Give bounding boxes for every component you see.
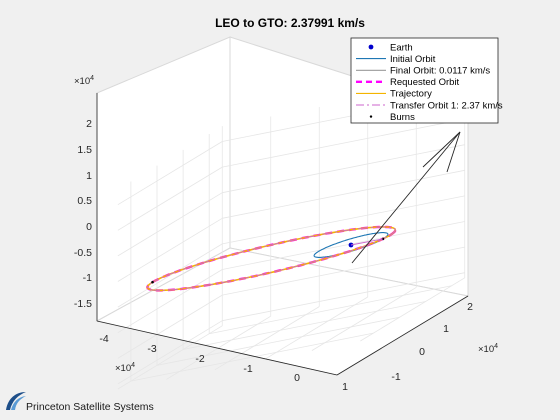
legend-label: Trajectory [390, 89, 432, 100]
x-exponent-label: ×104 [115, 362, 135, 374]
grid-line [117, 192, 223, 257]
grid-line [222, 169, 465, 219]
grid-line [156, 316, 400, 366]
legend-item: Initial Orbit [356, 54, 436, 65]
y-axis-line [336, 295, 469, 376]
company-logo-icon [6, 392, 26, 410]
company-branding: Princeton Satellite Systems [4, 390, 204, 414]
grid-line [117, 217, 223, 282]
x-tick-labels: -4 -3 -2 -1 0 1 [99, 333, 348, 393]
x-tick-label: -4 [99, 333, 108, 345]
company-name: Princeton Satellite Systems [26, 401, 154, 413]
grid-line [117, 269, 223, 334]
legend-arrow [351, 131, 461, 264]
z-tick-label: 1.5 [77, 144, 92, 156]
z-tick-label: 1 [86, 170, 92, 182]
grid-lines [117, 78, 466, 390]
legend-item: Requested Orbit [356, 77, 460, 88]
legend-marker [368, 44, 374, 50]
grid-line [214, 306, 320, 371]
y-tick-labels: -1 0 1 2 [391, 301, 473, 383]
x-tick-label: -1 [243, 363, 252, 375]
x-tick-label: -3 [147, 343, 156, 355]
grid-line [117, 294, 223, 359]
grid-line [166, 315, 271, 380]
legend-item: Trajectory [356, 89, 432, 100]
burn-marker [381, 237, 385, 241]
grid-line [263, 296, 368, 361]
legend-item: Burns [369, 112, 415, 123]
grid-line [117, 325, 223, 390]
x-tick-label: -2 [195, 353, 204, 365]
y-tick-label: 1 [443, 323, 449, 335]
legend-label: Requested Orbit [390, 77, 460, 88]
plot-series [146, 225, 397, 292]
z-tick-label: -1.5 [74, 298, 92, 310]
grid-line [117, 141, 223, 206]
x-axis-line [96, 320, 338, 376]
z-tick-labels: 2 1.5 1 0.5 0 -0.5 -1 -1.5 [74, 118, 92, 310]
z-exponent: ×104 [74, 75, 94, 87]
legend-label: Earth [390, 42, 413, 53]
y-exponent: ×104 [478, 343, 498, 355]
legend-label: Transfer Orbit 1: 2.37 km/s [390, 100, 503, 111]
y-tick-label: -1 [391, 371, 400, 383]
grid-line [222, 246, 465, 296]
arrow-shaft [351, 131, 461, 264]
grid-line [209, 285, 452, 335]
x-exponent: ×104 [115, 362, 135, 374]
chart-title: LEO to GTO: 2.37991 km/s [215, 16, 365, 30]
legend-item: Earth [368, 42, 413, 53]
x-tick-label: 0 [294, 372, 300, 384]
z-tick-label: 0 [86, 221, 92, 233]
grid-line [222, 144, 465, 194]
grid-line [222, 195, 465, 245]
grid-line [311, 287, 417, 351]
legend-label: Burns [390, 112, 415, 123]
legend-label: Final Orbit: 0.0117 km/s [390, 66, 490, 77]
z-exponent-label: ×104 [74, 75, 94, 87]
legend-label: Initial Orbit [390, 54, 436, 65]
z-tick-label: -1 [83, 272, 92, 284]
grid-line [222, 272, 465, 322]
y-exponent-label: ×104 [478, 343, 498, 355]
grid-line [222, 221, 465, 270]
y-tick-label: 0 [419, 346, 425, 358]
arrow-head [422, 131, 461, 173]
grid-line [117, 166, 223, 231]
legend-box [350, 37, 499, 124]
x-tick-label: 1 [342, 381, 348, 393]
z-tick-label: 2 [86, 118, 92, 130]
grid-line [360, 277, 465, 342]
legend-item: Final Orbit: 0.0117 km/s [356, 66, 490, 77]
grid-line [130, 332, 374, 382]
grid-line [222, 118, 465, 168]
burn-marker [151, 280, 154, 284]
grid-line [117, 243, 223, 308]
z-tick-label: -0.5 [74, 247, 92, 259]
transfer-segment [350, 238, 384, 246]
z-tick-label: 0.5 [77, 195, 92, 207]
grid-line [183, 301, 426, 350]
legend-item: Transfer Orbit 1: 2.37 km/s [356, 100, 503, 111]
legend-marker [369, 115, 373, 118]
grid-line [117, 320, 223, 385]
y-tick-label: 2 [467, 301, 473, 313]
